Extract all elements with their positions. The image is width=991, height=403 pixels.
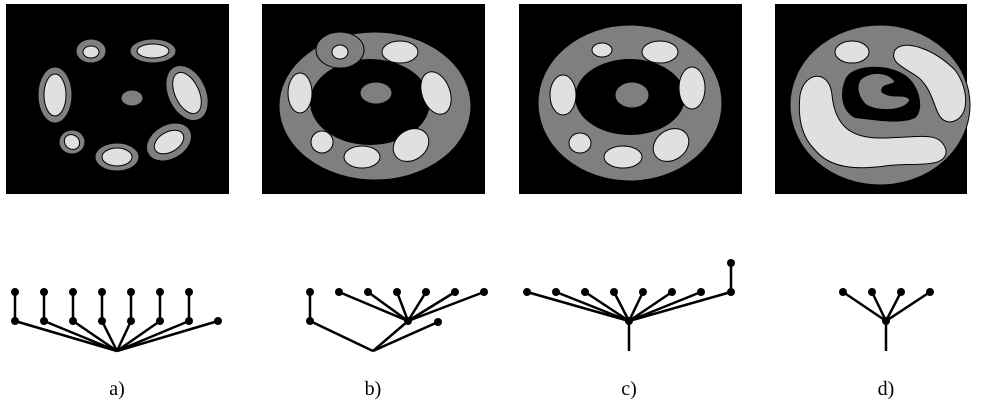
tree-c — [523, 259, 735, 351]
panel-label: c) — [621, 378, 637, 400]
image-c — [519, 4, 742, 194]
panel-label: b) — [365, 378, 382, 400]
tree-d — [839, 288, 934, 351]
tree-b — [306, 288, 488, 351]
figure: a) b) c) d) — [0, 0, 991, 403]
image-d — [775, 4, 970, 194]
image-a — [6, 4, 229, 194]
panel-label: a) — [109, 378, 125, 400]
image-b — [262, 4, 485, 194]
tree-a — [11, 288, 222, 351]
panel-label: d) — [878, 378, 895, 400]
